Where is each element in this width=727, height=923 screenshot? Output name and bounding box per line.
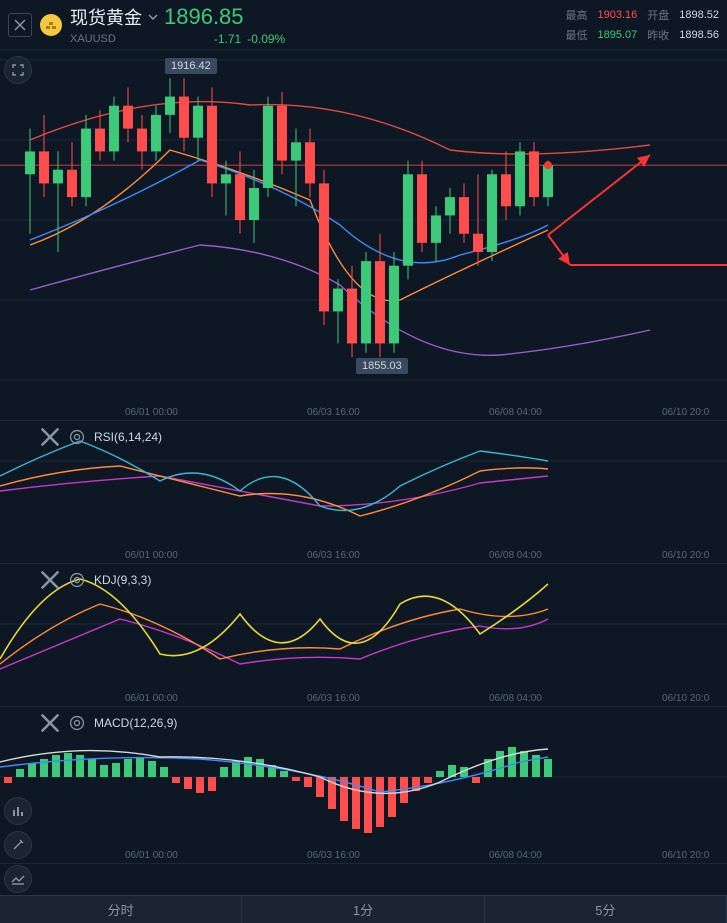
stat-label: 昨收 (647, 27, 669, 43)
last-price: 1896.85 (164, 4, 244, 30)
gear-icon[interactable] (68, 571, 86, 589)
price-change: -1.71 (214, 32, 241, 46)
ohlc-stats: 最高 1903.16 开盘 1898.52 最低 1895.07 昨收 1898… (565, 7, 719, 43)
rsi-panel[interactable]: RSI(6,14,24) 06/01 00:0006/03 16:0006/08… (0, 421, 727, 564)
rsi-label: RSI(6,14,24) (94, 430, 162, 444)
price-change-pct: -0.09% (247, 32, 285, 46)
chevron-down-icon[interactable] (148, 14, 158, 20)
stat-low: 1895.07 (597, 29, 637, 41)
close-icon[interactable] (40, 713, 60, 733)
macd-panel[interactable]: MACD(12,26,9) 06/01 00:0006/03 16:0006/0… (0, 707, 727, 864)
high-price-tag: 1916.42 (165, 58, 217, 74)
chart-header: 现货黄金 1896.85 XAUUSD -1.71 -0.09% 最高 1903… (0, 0, 727, 50)
stat-high: 1903.16 (597, 9, 637, 21)
stat-label: 最低 (565, 27, 587, 43)
tab-1min[interactable]: 1分 (242, 896, 484, 923)
instrument-title[interactable]: 现货黄金 (70, 4, 142, 30)
gear-icon[interactable] (68, 428, 86, 446)
close-icon[interactable] (40, 570, 60, 590)
stat-open: 1898.52 (679, 9, 719, 21)
gear-icon[interactable] (68, 714, 86, 732)
tab-tick[interactable]: 分时 (0, 896, 242, 923)
macd-label: MACD(12,26,9) (94, 716, 177, 730)
kdj-label: KDJ(9,3,3) (94, 573, 151, 587)
stat-label: 开盘 (647, 7, 669, 23)
close-button[interactable] (8, 13, 32, 37)
gold-icon (40, 14, 62, 36)
low-price-tag: 1855.03 (356, 358, 408, 374)
candlestick-panel[interactable]: 1916.42 1855.03 06/01 00:0006/03 16:0006… (0, 50, 727, 421)
stat-prev: 1898.56 (679, 29, 719, 41)
stat-label: 最高 (565, 7, 587, 23)
close-icon[interactable] (40, 427, 60, 447)
tab-5min[interactable]: 5分 (485, 896, 727, 923)
kdj-panel[interactable]: KDJ(9,3,3) 06/01 00:0006/03 16:0006/08 0… (0, 564, 727, 707)
instrument-symbol: XAUUSD (70, 33, 116, 45)
timeframe-tabs: 分时 1分 5分 (0, 895, 727, 923)
